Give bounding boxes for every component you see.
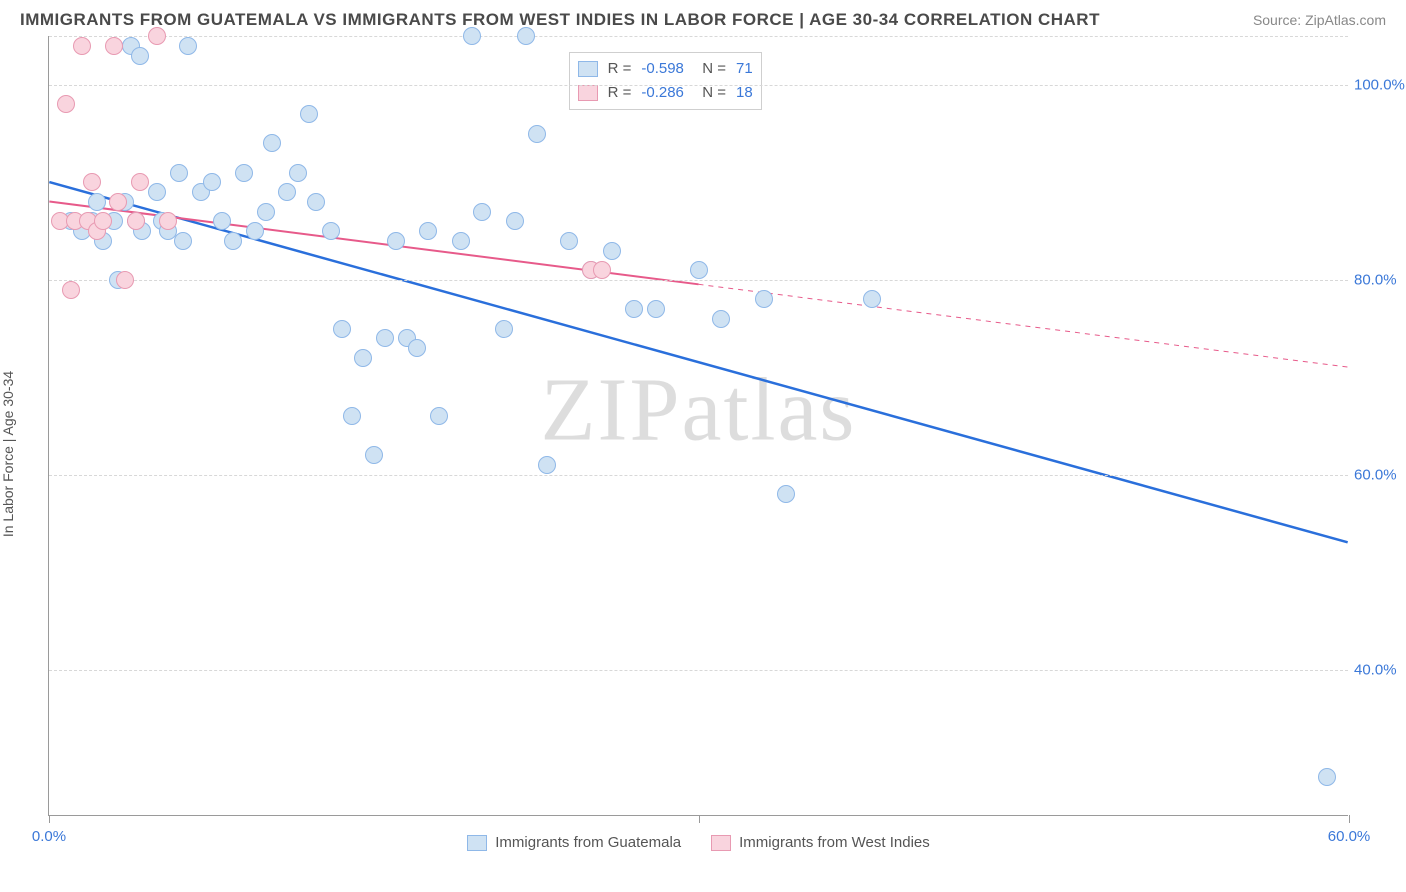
grid-line [49,280,1348,281]
data-point [179,37,197,55]
grid-line [49,36,1348,37]
legend-swatch [578,85,598,101]
legend-item: Immigrants from West Indies [711,834,930,851]
data-point [224,232,242,250]
data-point [127,212,145,230]
series-legend: Immigrants from Guatemala Immigrants from… [49,834,1348,851]
data-point [376,329,394,347]
data-point [354,349,372,367]
legend-swatch [467,835,487,851]
stat-n-value: 71 [736,60,753,77]
data-point [463,27,481,45]
data-point [322,222,340,240]
data-point [170,164,188,182]
data-point [257,203,275,221]
data-point [343,407,361,425]
legend-label: Immigrants from Guatemala [495,834,681,851]
stat-r-label: R = [608,60,632,77]
data-point [105,37,123,55]
source-label: Source: ZipAtlas.com [1253,12,1386,28]
grid-line [49,475,1348,476]
data-point [755,290,773,308]
y-tick-label: 60.0% [1354,466,1406,483]
data-point [235,164,253,182]
data-point [473,203,491,221]
watermark: ZIPatlas [541,358,857,461]
data-point [863,290,881,308]
grid-line [49,670,1348,671]
plot-area: ZIPatlas R = -0.598 N = 71R = -0.286 N =… [48,36,1348,816]
data-point [148,183,166,201]
legend-label: Immigrants from West Indies [739,834,930,851]
data-point [712,310,730,328]
data-point [57,95,75,113]
data-point [83,173,101,191]
x-tick [1349,815,1350,823]
data-point [387,232,405,250]
stat-r-value: -0.286 [641,84,684,101]
data-point [1318,768,1336,786]
data-point [94,212,112,230]
stat-r-label: R = [608,84,632,101]
data-point [333,320,351,338]
x-tick-label: 0.0% [32,828,66,845]
data-point [246,222,264,240]
data-point [307,193,325,211]
data-point [452,232,470,250]
data-point [517,27,535,45]
data-point [430,407,448,425]
data-point [263,134,281,152]
data-point [603,242,621,260]
chart-title: IMMIGRANTS FROM GUATEMALA VS IMMIGRANTS … [20,10,1100,30]
stat-n-value: 18 [736,84,753,101]
data-point [300,105,318,123]
stat-n-label: N = [694,84,726,101]
data-point [495,320,513,338]
y-tick-label: 80.0% [1354,271,1406,288]
data-point [131,173,149,191]
x-tick [699,815,700,823]
data-point [419,222,437,240]
data-point [289,164,307,182]
x-tick [49,815,50,823]
data-point [593,261,611,279]
data-point [159,212,177,230]
legend-swatch [578,61,598,77]
data-point [88,193,106,211]
data-point [647,300,665,318]
data-point [213,212,231,230]
stat-r-value: -0.598 [641,60,684,77]
data-point [203,173,221,191]
data-point [560,232,578,250]
legend-item: Immigrants from Guatemala [467,834,681,851]
y-axis-label: In Labor Force | Age 30-34 [0,371,16,537]
data-point [174,232,192,250]
data-point [131,47,149,65]
legend-swatch [711,835,731,851]
stat-legend-row: R = -0.598 N = 71 [578,57,753,81]
data-point [278,183,296,201]
data-point [148,27,166,45]
data-point [365,446,383,464]
y-tick-label: 100.0% [1354,76,1406,93]
data-point [625,300,643,318]
stat-n-label: N = [694,60,726,77]
trend-lines [49,36,1348,815]
stat-legend: R = -0.598 N = 71R = -0.286 N = 18 [569,52,762,110]
grid-line [49,85,1348,86]
data-point [538,456,556,474]
data-point [506,212,524,230]
y-tick-label: 40.0% [1354,661,1406,678]
data-point [690,261,708,279]
data-point [62,281,80,299]
data-point [777,485,795,503]
x-tick-label: 60.0% [1328,828,1371,845]
data-point [528,125,546,143]
chart-container: In Labor Force | Age 30-34 ZIPatlas R = … [0,36,1406,856]
data-point [116,271,134,289]
data-point [73,37,91,55]
data-point [109,193,127,211]
data-point [408,339,426,357]
